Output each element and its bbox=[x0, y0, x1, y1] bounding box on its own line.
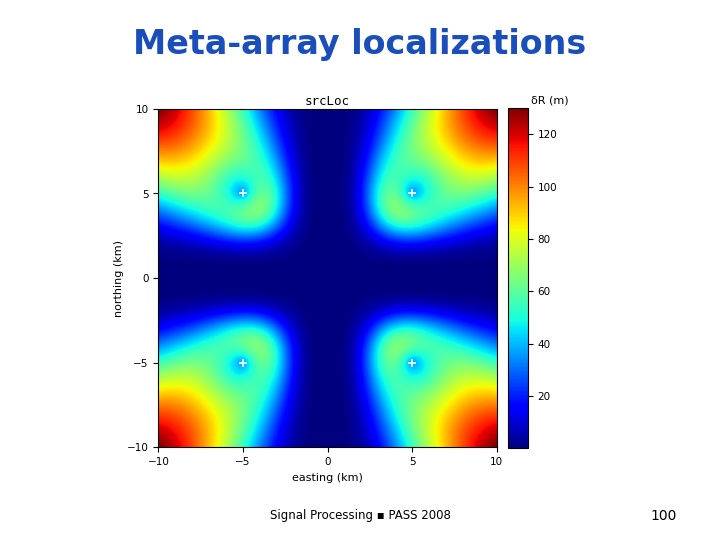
Text: Meta-array localizations: Meta-array localizations bbox=[133, 28, 587, 61]
X-axis label: easting (km): easting (km) bbox=[292, 472, 363, 483]
Y-axis label: northing (km): northing (km) bbox=[114, 240, 124, 316]
Text: δR (m): δR (m) bbox=[531, 95, 569, 105]
Title: srcLoc: srcLoc bbox=[305, 94, 350, 108]
Text: 100: 100 bbox=[650, 509, 677, 523]
Text: Signal Processing ▪ PASS 2008: Signal Processing ▪ PASS 2008 bbox=[269, 509, 451, 522]
